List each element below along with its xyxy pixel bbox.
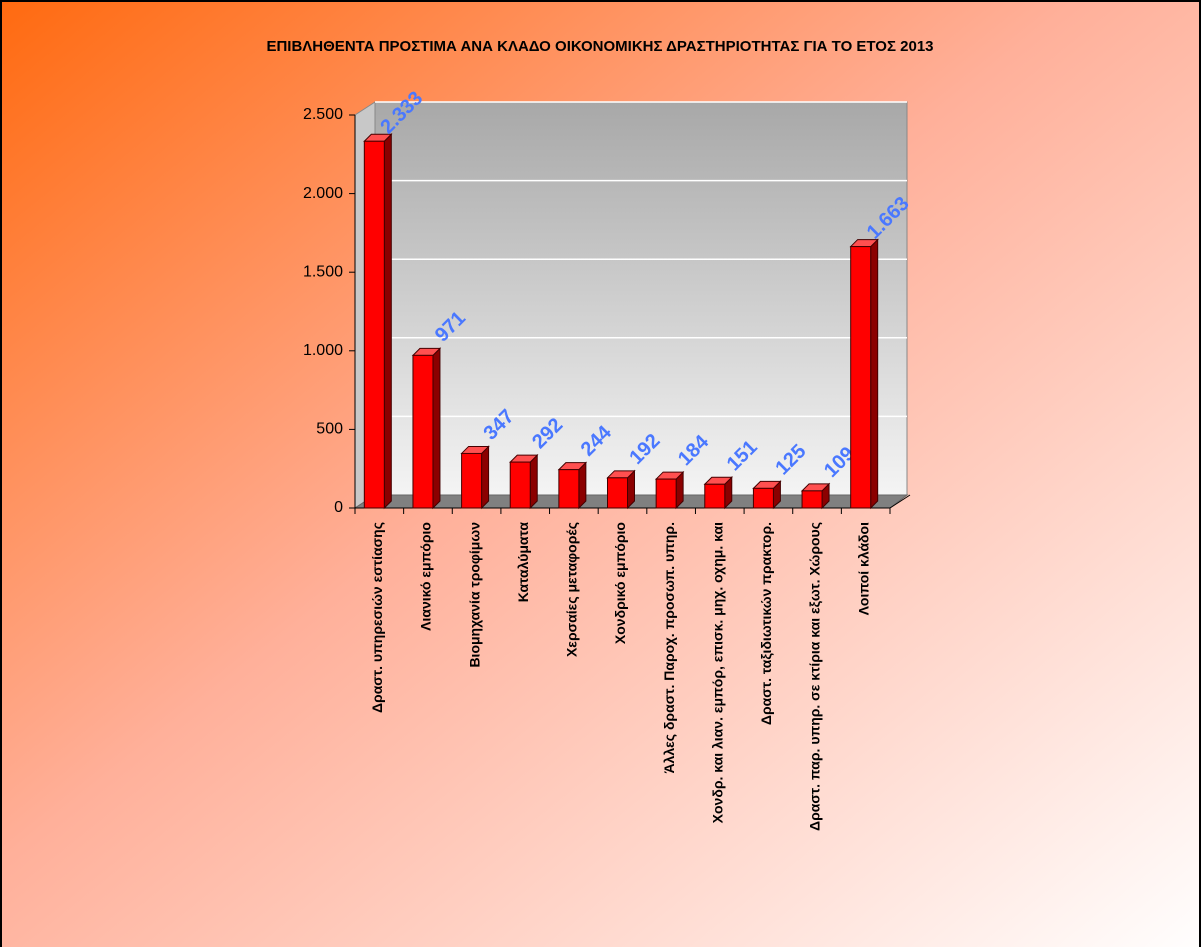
bar-side <box>529 453 538 510</box>
x-tick-label: Βιομηχανία τροφίμων <box>466 522 482 668</box>
bar <box>801 490 823 509</box>
bar <box>704 483 726 509</box>
bar <box>607 477 628 509</box>
y-tick-label: 1.000 <box>303 342 343 359</box>
y-tick-label: 2.500 <box>303 106 343 123</box>
y-tick-label: 0 <box>334 499 343 516</box>
bar <box>363 140 385 509</box>
bar <box>752 487 774 509</box>
bar-side <box>432 347 441 510</box>
bar <box>412 354 434 509</box>
x-tick-label: Άλλες δραστ. Παροχ. προσωπ. υπηρ. <box>661 522 677 774</box>
bar-side <box>481 445 490 510</box>
x-tick-label: Δραστ. υπηρεσιών εστίασης <box>369 522 385 713</box>
bar <box>461 452 483 509</box>
y-tick-label: 1.500 <box>303 263 343 280</box>
bar-side <box>578 461 587 510</box>
bar <box>558 469 580 509</box>
y-tick-label: 2.000 <box>303 185 343 202</box>
x-tick-label: Καταλύματα <box>515 522 531 603</box>
x-axis-depth <box>889 494 911 509</box>
bar-side <box>383 133 392 510</box>
x-tick-label: Λιανικό εμπόριο <box>418 522 434 631</box>
bar <box>655 478 677 509</box>
y-tick-label: 500 <box>316 421 343 438</box>
x-tick-label: Λοιποί κλάδοι <box>855 522 871 616</box>
x-tick-label: Χονδρ. και λιαν. εμπόρ, επισκ. μηχ. οχημ… <box>709 522 725 823</box>
bar <box>509 461 531 509</box>
x-tick-label: Χονδρικό εμπόριο <box>612 522 628 644</box>
back-wall <box>374 101 908 496</box>
x-tick-label: Δραστ. ταξιδιωτικών πρακτορ. <box>758 522 774 725</box>
bar <box>850 246 872 509</box>
x-tick-label: Δραστ. παρ. υπηρ. σε κτίρια και εξωτ. Χώ… <box>807 522 823 831</box>
bar-side <box>870 238 879 510</box>
x-tick-label: Χερσαίες μεταφορές <box>564 522 580 657</box>
chart-title: ΕΠΙΒΛΗΘΕΝΤΑ ΠΡΟΣΤΙΜΑ ΑΝΑ ΚΛΑΔΟ ΟΙΚΟΝΟΜΙΚ… <box>266 38 933 55</box>
